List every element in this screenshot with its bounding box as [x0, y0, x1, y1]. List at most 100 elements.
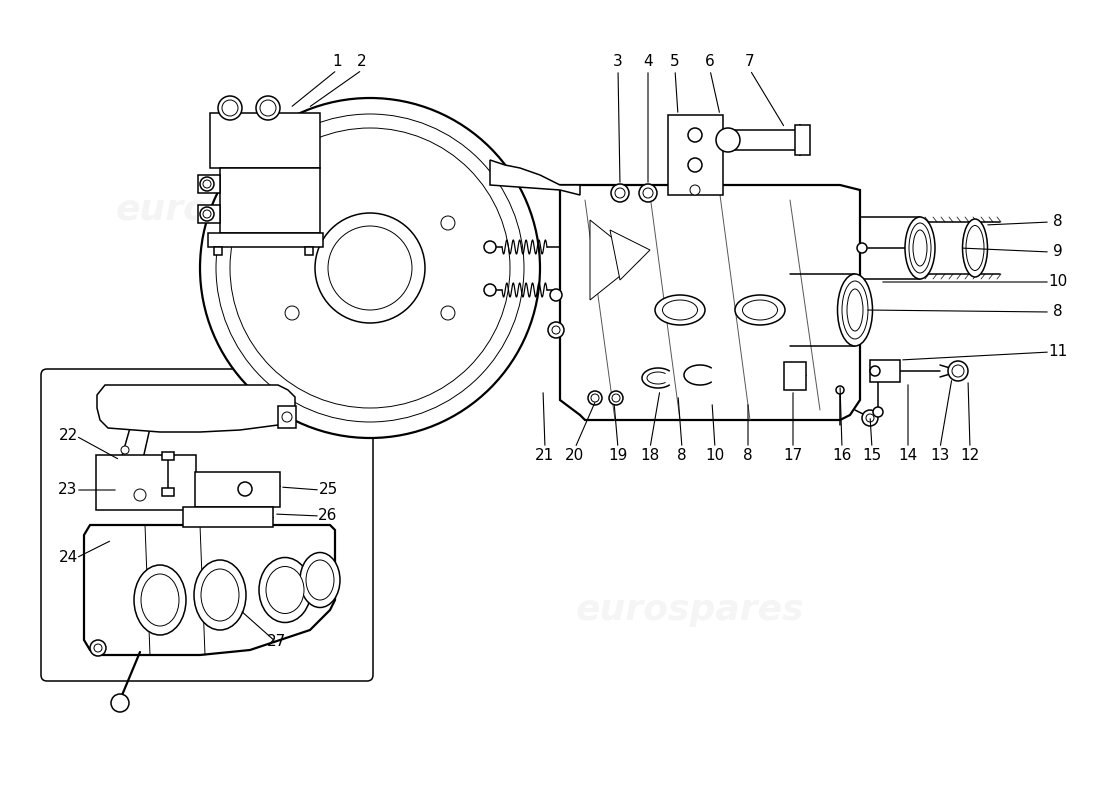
Text: 9: 9 [1053, 245, 1063, 259]
Circle shape [857, 243, 867, 253]
Bar [183, 507, 273, 527]
Circle shape [866, 414, 874, 422]
Bar [784, 362, 806, 390]
Text: 11: 11 [1048, 345, 1068, 359]
Circle shape [948, 361, 968, 381]
Circle shape [328, 226, 412, 310]
Bar [214, 247, 222, 255]
Text: eurospares: eurospares [116, 193, 344, 227]
Circle shape [200, 177, 214, 191]
Polygon shape [560, 185, 860, 420]
Text: 6: 6 [705, 54, 715, 70]
Polygon shape [490, 160, 580, 195]
Text: 18: 18 [640, 447, 660, 462]
Text: 8: 8 [1053, 214, 1063, 230]
Text: 3: 3 [613, 54, 623, 70]
Ellipse shape [258, 558, 311, 622]
Circle shape [870, 366, 880, 376]
Circle shape [230, 128, 510, 408]
Circle shape [282, 412, 292, 422]
Text: 17: 17 [783, 447, 803, 462]
Bar [162, 488, 174, 496]
Circle shape [260, 100, 276, 116]
Ellipse shape [847, 289, 864, 331]
Ellipse shape [837, 274, 872, 346]
Circle shape [591, 394, 600, 402]
Bar [198, 205, 220, 223]
Ellipse shape [141, 574, 179, 626]
Bar [96, 455, 196, 510]
Ellipse shape [300, 553, 340, 607]
Ellipse shape [913, 230, 927, 266]
Circle shape [111, 694, 129, 712]
Bar [195, 472, 280, 507]
Circle shape [315, 213, 425, 323]
Circle shape [441, 216, 455, 230]
Circle shape [609, 391, 623, 405]
Bar [668, 115, 723, 195]
Text: 23: 23 [58, 482, 78, 498]
Circle shape [484, 241, 496, 253]
Text: 1: 1 [332, 54, 342, 70]
Text: 16: 16 [833, 447, 851, 462]
Polygon shape [610, 230, 650, 280]
Circle shape [238, 482, 252, 496]
Text: 27: 27 [266, 634, 286, 650]
Circle shape [716, 128, 740, 152]
Circle shape [200, 98, 540, 438]
Bar [198, 175, 220, 193]
Text: 4: 4 [644, 54, 652, 70]
Circle shape [873, 407, 883, 417]
Bar [870, 360, 900, 382]
Circle shape [612, 394, 620, 402]
Ellipse shape [662, 300, 697, 320]
Circle shape [690, 185, 700, 195]
Circle shape [121, 446, 129, 454]
Bar [305, 247, 314, 255]
Bar [278, 406, 296, 428]
Text: 26: 26 [318, 509, 338, 523]
Text: 21: 21 [536, 447, 554, 462]
Ellipse shape [905, 217, 935, 279]
Text: 8: 8 [1053, 305, 1063, 319]
Text: 5: 5 [670, 54, 680, 70]
Ellipse shape [909, 223, 931, 273]
Circle shape [615, 188, 625, 198]
Text: 20: 20 [565, 447, 584, 462]
Text: 8: 8 [678, 447, 686, 462]
Polygon shape [84, 525, 336, 655]
Text: 10: 10 [1048, 274, 1068, 290]
Ellipse shape [654, 295, 705, 325]
Polygon shape [97, 385, 295, 432]
Text: 12: 12 [960, 447, 980, 462]
Bar [795, 125, 810, 155]
Circle shape [134, 489, 146, 501]
Ellipse shape [194, 560, 246, 630]
Circle shape [204, 210, 211, 218]
Circle shape [218, 96, 242, 120]
Text: 19: 19 [608, 447, 628, 462]
Circle shape [200, 207, 214, 221]
Circle shape [952, 365, 964, 377]
Bar [210, 113, 320, 168]
Text: 15: 15 [862, 447, 881, 462]
Ellipse shape [266, 566, 304, 614]
Text: 13: 13 [931, 447, 949, 462]
Text: 2: 2 [358, 54, 366, 70]
Circle shape [588, 391, 602, 405]
Circle shape [688, 128, 702, 142]
Circle shape [90, 640, 106, 656]
Text: 14: 14 [899, 447, 917, 462]
Text: 7: 7 [745, 54, 755, 70]
Circle shape [610, 184, 629, 202]
Polygon shape [590, 220, 640, 300]
Circle shape [484, 284, 496, 296]
Text: 10: 10 [705, 447, 725, 462]
Circle shape [441, 306, 455, 320]
Ellipse shape [966, 226, 984, 270]
Bar [208, 233, 323, 247]
Text: 24: 24 [58, 550, 78, 566]
Bar [220, 168, 320, 233]
Ellipse shape [134, 565, 186, 635]
Circle shape [639, 184, 657, 202]
